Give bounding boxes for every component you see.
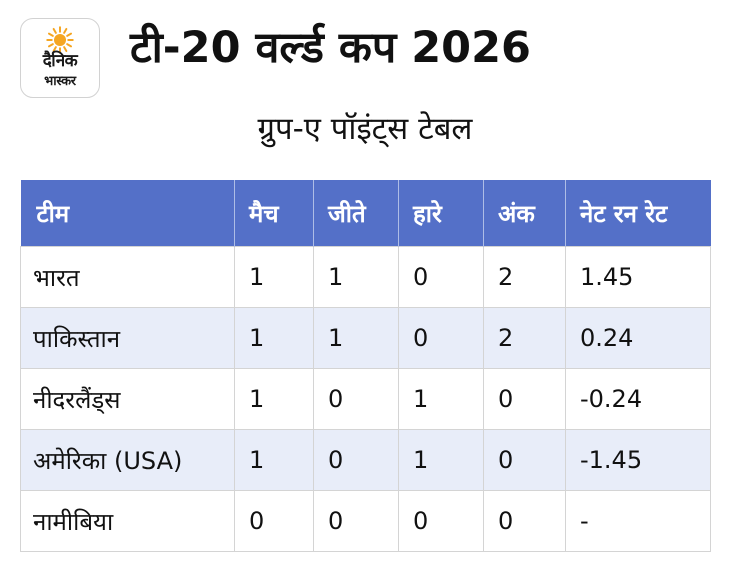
net-run-rate-cell: - <box>565 490 711 552</box>
brand-logo: दैनिक भास्कर <box>20 18 100 98</box>
won-cell: 1 <box>313 246 399 308</box>
net-run-rate-cell: 1.45 <box>565 246 711 308</box>
points-cell: 2 <box>483 307 566 369</box>
matches-cell: 1 <box>234 429 314 491</box>
points-cell: 0 <box>483 429 566 491</box>
table-header-row: टीम मैच जीते हारे अंक नेट रन रेट <box>20 180 711 247</box>
column-header-points: अंक <box>483 180 566 247</box>
won-cell: 0 <box>313 490 399 552</box>
table-row: नामीबिया 0 0 0 0 - <box>20 490 711 552</box>
table-row: भारत 1 1 0 2 1.45 <box>20 246 711 308</box>
logo-text-line-2: भास्कर <box>44 74 76 89</box>
column-header-won: जीते <box>313 180 399 247</box>
net-run-rate-cell: -1.45 <box>565 429 711 491</box>
team-cell: नामीबिया <box>20 490 235 552</box>
team-cell: नीदरलैंड्स <box>20 368 235 430</box>
lost-cell: 0 <box>398 490 484 552</box>
page-subtitle: ग्रुप-ए पॉइंट्स टेबल <box>257 111 473 147</box>
matches-cell: 1 <box>234 368 314 430</box>
page-title: टी-20 वर्ल्ड कप 2026 <box>130 23 531 73</box>
lost-cell: 1 <box>398 368 484 430</box>
net-run-rate-cell: 0.24 <box>565 307 711 369</box>
table-row: नीदरलैंड्स 1 0 1 0 -0.24 <box>20 368 711 430</box>
team-cell: पाकिस्तान <box>20 307 235 369</box>
table-row: अमेरिका (USA) 1 0 1 0 -1.45 <box>20 429 711 491</box>
net-run-rate-cell: -0.24 <box>565 368 711 430</box>
matches-cell: 0 <box>234 490 314 552</box>
lost-cell: 0 <box>398 307 484 369</box>
points-cell: 2 <box>483 246 566 308</box>
lost-cell: 1 <box>398 429 484 491</box>
points-table: टीम मैच जीते हारे अंक नेट रन रेट भारत 1 … <box>20 180 711 552</box>
won-cell: 0 <box>313 429 399 491</box>
column-header-team: टीम <box>20 180 235 247</box>
column-header-lost: हारे <box>398 180 484 247</box>
won-cell: 1 <box>313 307 399 369</box>
team-cell: भारत <box>20 246 235 308</box>
column-header-net-run-rate: नेट रन रेट <box>565 180 711 247</box>
won-cell: 0 <box>313 368 399 430</box>
table-row: पाकिस्तान 1 1 0 2 0.24 <box>20 307 711 369</box>
lost-cell: 0 <box>398 246 484 308</box>
team-cell: अमेरिका (USA) <box>20 429 235 491</box>
logo-text-line-1: दैनिक <box>42 51 78 71</box>
column-header-matches: मैच <box>234 180 314 247</box>
points-cell: 0 <box>483 490 566 552</box>
matches-cell: 1 <box>234 246 314 308</box>
sun-icon <box>46 26 74 54</box>
points-cell: 0 <box>483 368 566 430</box>
matches-cell: 1 <box>234 307 314 369</box>
